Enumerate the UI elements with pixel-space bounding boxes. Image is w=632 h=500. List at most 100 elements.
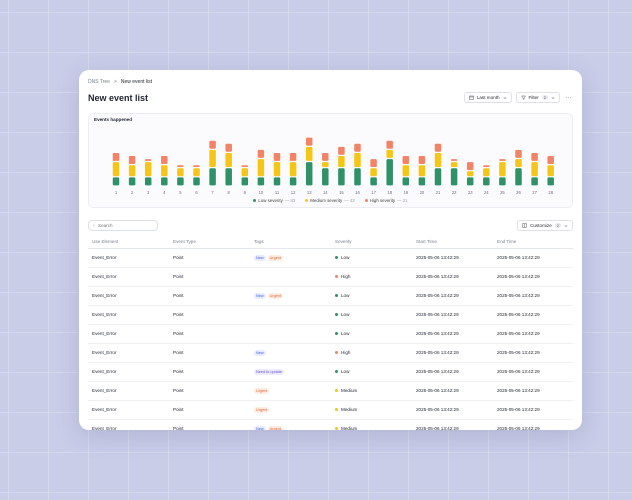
column-header[interactable]: Tags — [250, 236, 331, 249]
bar-segment-medium-severity[interactable] — [354, 152, 361, 168]
bar-segment-low-severity[interactable] — [193, 177, 200, 186]
bar-segment-high-severity[interactable] — [515, 149, 522, 158]
bar-segment-low-severity[interactable] — [305, 162, 313, 186]
bar-segment-medium-severity[interactable] — [193, 168, 200, 177]
bar-segment-low-severity[interactable] — [418, 177, 426, 186]
bar-segment-high-severity[interactable] — [257, 149, 265, 158]
table-row[interactable]: Event_Error Point Need to update Low 2025-05… — [88, 362, 573, 382]
bar-segment-low-severity[interactable] — [386, 159, 393, 186]
bar-segment-high-severity[interactable] — [193, 165, 200, 168]
bar-segment-medium-severity[interactable] — [257, 159, 265, 177]
bar-segment-low-severity[interactable] — [322, 168, 329, 186]
bar-segment-low-severity[interactable] — [354, 168, 361, 186]
bar-segment-high-severity[interactable] — [402, 156, 410, 164]
bar-segment-high-severity[interactable] — [499, 159, 506, 161]
more-options-icon[interactable]: ··· — [565, 94, 572, 101]
bar-segment-high-severity[interactable] — [225, 143, 232, 152]
table-row[interactable]: Event_Error Point Low 2025-05-06 13:42:29 20… — [88, 305, 573, 325]
column-header[interactable]: Event Type — [169, 236, 250, 249]
bar-segment-medium-severity[interactable] — [161, 165, 168, 177]
bar-segment-high-severity[interactable] — [144, 159, 152, 161]
bar-segment-high-severity[interactable] — [434, 143, 442, 152]
bar-segment-low-severity[interactable] — [161, 177, 168, 186]
column-header[interactable]: Use Element — [88, 236, 169, 249]
bar-segment-medium-severity[interactable] — [466, 171, 474, 177]
bar-segment-low-severity[interactable] — [434, 168, 442, 186]
bar-segment-high-severity[interactable] — [418, 156, 426, 164]
bar-segment-high-severity[interactable] — [450, 159, 458, 161]
bar-segment-high-severity[interactable] — [466, 162, 474, 171]
bar-segment-medium-severity[interactable] — [273, 162, 281, 177]
filter-button[interactable]: Filter 2 — [515, 92, 560, 103]
bar-segment-low-severity[interactable] — [547, 177, 554, 186]
bar-segment-medium-severity[interactable] — [144, 162, 152, 177]
bar-segment-medium-severity[interactable] — [128, 165, 136, 177]
bar-segment-low-severity[interactable] — [289, 177, 297, 186]
customize-button[interactable]: Customize 2 — [517, 220, 573, 231]
column-header[interactable]: Severity — [331, 236, 412, 249]
column-header[interactable]: Start Time — [412, 236, 493, 249]
bar-segment-low-severity[interactable] — [450, 168, 458, 186]
bar-segment-medium-severity[interactable] — [418, 165, 426, 177]
bar-segment-low-severity[interactable] — [515, 168, 522, 186]
bar-segment-medium-severity[interactable] — [289, 162, 297, 177]
bar-segment-high-severity[interactable] — [112, 152, 120, 161]
table-row[interactable]: Event_Error Point Urgent Medium 2025-05-06 1… — [88, 400, 573, 420]
bar-segment-high-severity[interactable] — [483, 165, 490, 168]
bar-segment-low-severity[interactable] — [273, 177, 281, 186]
bar-segment-high-severity[interactable] — [209, 140, 216, 149]
column-header[interactable]: End Time — [493, 236, 573, 249]
bar-segment-low-severity[interactable] — [402, 177, 410, 186]
bar-segment-high-severity[interactable] — [547, 156, 554, 164]
bar-segment-low-severity[interactable] — [144, 177, 152, 186]
bar-segment-high-severity[interactable] — [531, 152, 538, 161]
breadcrumb-parent[interactable]: DNS Tree — [88, 79, 110, 85]
search-box[interactable] — [88, 220, 158, 231]
bar-segment-medium-severity[interactable] — [515, 159, 522, 168]
bar-segment-medium-severity[interactable] — [450, 162, 458, 168]
bar-segment-low-severity[interactable] — [257, 177, 265, 186]
bar-segment-low-severity[interactable] — [466, 177, 474, 186]
bar-segment-medium-severity[interactable] — [547, 165, 554, 177]
bar-segment-medium-severity[interactable] — [225, 152, 232, 168]
bar-segment-high-severity[interactable] — [128, 156, 136, 164]
bar-segment-medium-severity[interactable] — [531, 162, 538, 177]
bar-segment-medium-severity[interactable] — [434, 152, 442, 168]
bar-segment-low-severity[interactable] — [209, 168, 216, 186]
bar-segment-high-severity[interactable] — [370, 159, 377, 168]
bar-segment-medium-severity[interactable] — [338, 156, 345, 168]
bar-segment-high-severity[interactable] — [273, 152, 281, 161]
bar-segment-low-severity[interactable] — [499, 177, 506, 186]
table-row[interactable]: Event_Error Point High 2025-05-06 13:42:29 2… — [88, 267, 573, 287]
bar-segment-medium-severity[interactable] — [112, 162, 120, 177]
search-input[interactable] — [98, 223, 153, 228]
bar-segment-medium-severity[interactable] — [177, 168, 184, 177]
bar-segment-high-severity[interactable] — [289, 152, 297, 161]
bar-segment-medium-severity[interactable] — [386, 149, 393, 158]
table-row[interactable]: Event_Error Point New Urgent Medium 2025-05-0… — [88, 419, 573, 430]
bar-segment-high-severity[interactable] — [386, 140, 393, 149]
bar-segment-high-severity[interactable] — [354, 143, 361, 152]
bar-segment-low-severity[interactable] — [128, 177, 136, 186]
bar-segment-medium-severity[interactable] — [483, 168, 490, 177]
bar-segment-medium-severity[interactable] — [499, 162, 506, 177]
table-row[interactable]: Event_Error Point Urgent Medium 2025-05-06 1… — [88, 381, 573, 401]
bar-segment-medium-severity[interactable] — [370, 168, 377, 177]
bar-segment-low-severity[interactable] — [225, 168, 232, 186]
bar-segment-high-severity[interactable] — [161, 156, 168, 164]
bar-segment-high-severity[interactable] — [177, 165, 184, 168]
bar-segment-medium-severity[interactable] — [209, 149, 216, 168]
bar-segment-medium-severity[interactable] — [241, 168, 249, 177]
bar-segment-high-severity[interactable] — [305, 137, 313, 146]
bar-segment-low-severity[interactable] — [112, 177, 120, 186]
bar-segment-low-severity[interactable] — [483, 177, 490, 186]
bar-segment-low-severity[interactable] — [531, 177, 538, 186]
bar-segment-medium-severity[interactable] — [402, 165, 410, 177]
bar-segment-low-severity[interactable] — [338, 168, 345, 186]
period-dropdown[interactable]: Last month — [463, 92, 512, 103]
bar-segment-low-severity[interactable] — [370, 177, 377, 186]
table-row[interactable]: Event_Error Point New High 2025-05-06 13:42:… — [88, 343, 573, 363]
bar-segment-low-severity[interactable] — [241, 177, 249, 186]
table-row[interactable]: Event_Error Point New Urgent Low 2025-05-06 1… — [88, 248, 573, 268]
bar-segment-medium-severity[interactable] — [305, 146, 313, 161]
